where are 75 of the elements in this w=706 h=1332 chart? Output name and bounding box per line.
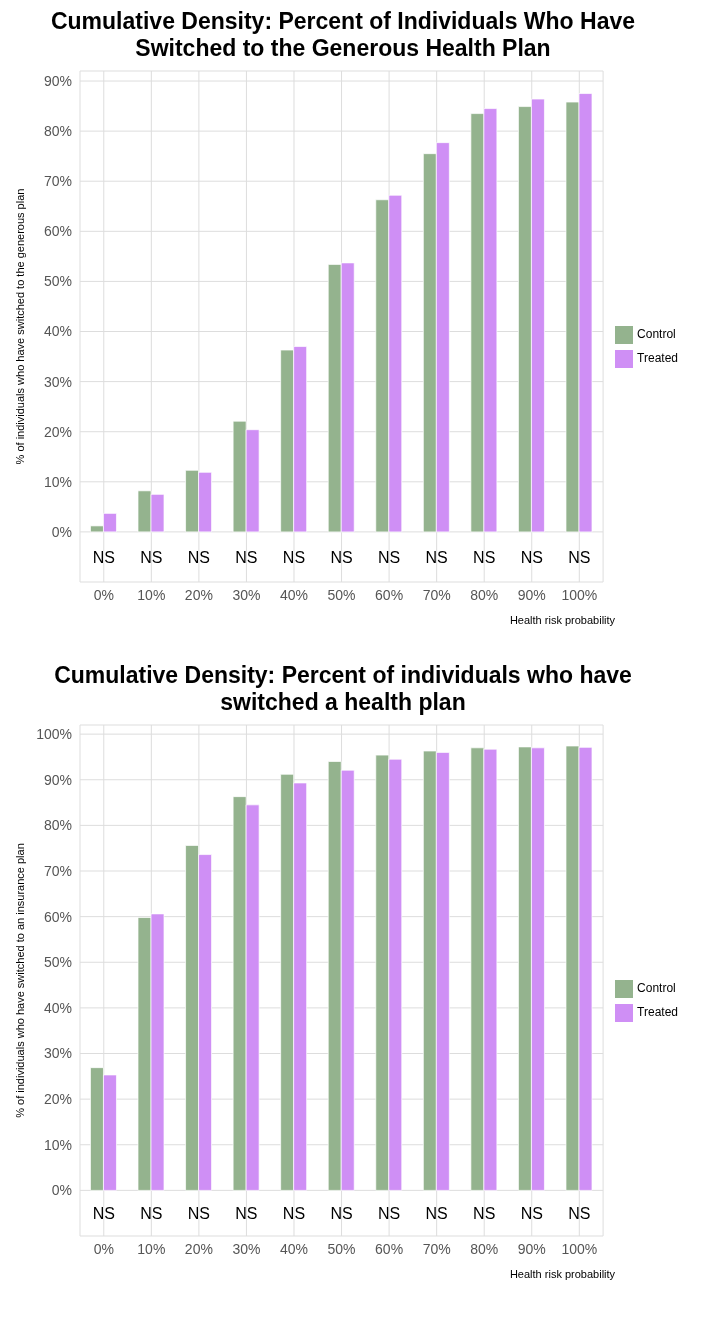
annotation: NS [473,548,496,566]
y-axis-title: % of individuals who have switched to an insurance plan [13,843,26,1118]
chart-title: Cumulative Density: Percent of individuals who have switched a health plan [53,662,633,717]
y-tick-label: 90% [43,72,72,89]
x-tick-label: 50% [327,586,356,603]
x-tick-label: 70% [422,1240,451,1257]
x-tick-label: 10% [137,1240,166,1257]
x-axis-title: Health risk probability [509,614,616,626]
y-tick-label: 90% [43,771,72,788]
y-tick-label: 70% [43,173,72,190]
legend-label: Treated [637,351,678,365]
annotation: NS [140,548,163,566]
x-tick-label: 50% [327,1240,356,1257]
annotation: NS [520,1204,543,1222]
x-tick-label: 80% [470,1240,499,1257]
x-tick-label: 40% [279,586,308,603]
x-tick-label: 30% [232,1240,261,1257]
x-tick-label: 20% [184,1240,213,1257]
legend-label: Control [637,327,676,341]
y-tick-label: 30% [43,1045,72,1062]
x-tick-label: 100% [561,586,598,603]
annotation: NS [330,548,353,566]
x-axis-title: Health risk probability [509,1268,616,1280]
annotation: NS [140,1204,163,1222]
annotation: NS [235,1204,258,1222]
y-tick-label: 60% [43,908,72,925]
chart-title: Cumulative Density: Percent of Individuals Who Have Switched to the Generous Health Plan [49,8,637,63]
annotation: NS [235,548,258,566]
x-tick-label: 100% [561,1240,598,1257]
annotation: NS [377,548,401,566]
y-tick-label: 100% [36,726,72,743]
annotation: NS [282,1204,306,1222]
x-tick-label: 60% [375,586,404,603]
y-tick-label: 40% [43,999,72,1016]
annotation: NS [377,1204,401,1222]
y-tick-label: 50% [43,954,72,971]
legend-label: Control [637,981,676,995]
y-tick-label: 10% [43,1136,72,1153]
y-tick-label: 60% [43,223,72,240]
y-tick-label: 80% [43,123,72,140]
x-tick-label: 40% [279,1240,308,1257]
y-tick-label: 20% [43,423,72,440]
annotation: NS [282,548,306,566]
annotation: NS [568,1204,591,1222]
x-tick-label: 0% [93,1240,114,1257]
y-tick-label: 0% [51,523,72,540]
x-tick-label: 20% [184,586,213,603]
x-tick-label: 10% [137,586,166,603]
y-tick-label: 70% [43,862,72,879]
annotation: NS [330,1204,353,1222]
x-tick-label: 80% [470,586,499,603]
x-tick-label: 70% [422,586,451,603]
annotation: NS [520,548,543,566]
y-tick-label: 30% [43,373,72,390]
y-tick-label: 20% [43,1091,72,1108]
annotation: NS [425,548,448,566]
x-tick-label: 0% [93,586,114,603]
annotation: NS [187,548,210,566]
annotation: NS [568,548,591,566]
annotation: NS [92,548,115,566]
x-tick-label: 90% [517,586,546,603]
y-tick-label: 80% [43,817,72,834]
annotation: NS [187,1204,210,1222]
y-tick-label: 10% [43,473,72,490]
annotation: NS [473,1204,496,1222]
legend-label: Treated [637,1005,678,1019]
y-tick-label: 0% [51,1182,72,1199]
x-tick-label: 30% [232,586,261,603]
y-tick-label: 40% [43,323,72,340]
x-tick-label: 90% [517,1240,546,1257]
y-tick-label: 50% [43,273,72,290]
y-axis-title: % of individuals who have switched to the generous plan [13,188,26,465]
annotation: NS [92,1204,115,1222]
annotation: NS [425,1204,448,1222]
x-tick-label: 60% [375,1240,404,1257]
